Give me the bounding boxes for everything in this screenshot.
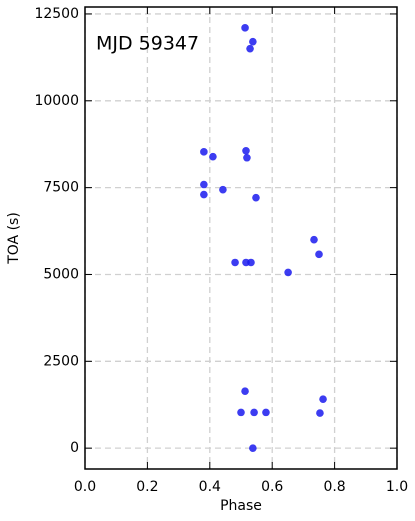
point	[246, 44, 254, 53]
y-tick-label: 7500	[43, 180, 79, 196]
point	[200, 190, 208, 199]
point	[200, 180, 208, 189]
point	[247, 258, 255, 267]
x-tick-label: 1.0	[386, 479, 408, 495]
x-tick-label: 0.0	[74, 479, 96, 495]
point	[252, 193, 260, 202]
point	[315, 250, 323, 259]
plot-frame	[84, 6, 398, 470]
point	[200, 148, 208, 156]
point	[249, 444, 257, 452]
x-tick-label: 0.2	[136, 479, 158, 495]
x-tick-label: 0.4	[199, 479, 221, 495]
point	[241, 387, 249, 395]
y-tick-label: 5000	[43, 266, 79, 282]
y-axis-label: TOA (s)	[6, 212, 22, 265]
point	[250, 408, 258, 417]
y-tick-label: 10000	[34, 93, 79, 109]
point	[310, 235, 318, 244]
point	[241, 24, 249, 32]
y-tick-label: 12500	[34, 6, 79, 22]
point	[242, 147, 250, 155]
point	[237, 408, 245, 417]
point	[231, 258, 239, 267]
point	[219, 185, 227, 194]
point	[284, 268, 292, 277]
x-tick-label: 0.8	[323, 479, 345, 495]
x-tick-label: 0.6	[261, 479, 283, 495]
point	[209, 152, 217, 161]
point	[249, 37, 257, 46]
point	[243, 153, 251, 162]
point	[316, 409, 324, 417]
y-tick-label: 2500	[43, 353, 79, 369]
y-tick-label: 0	[70, 440, 79, 456]
point	[319, 395, 327, 403]
x-axis-label: Phase	[220, 498, 262, 514]
point	[262, 408, 270, 417]
annotation: MJD 59347	[96, 33, 199, 55]
